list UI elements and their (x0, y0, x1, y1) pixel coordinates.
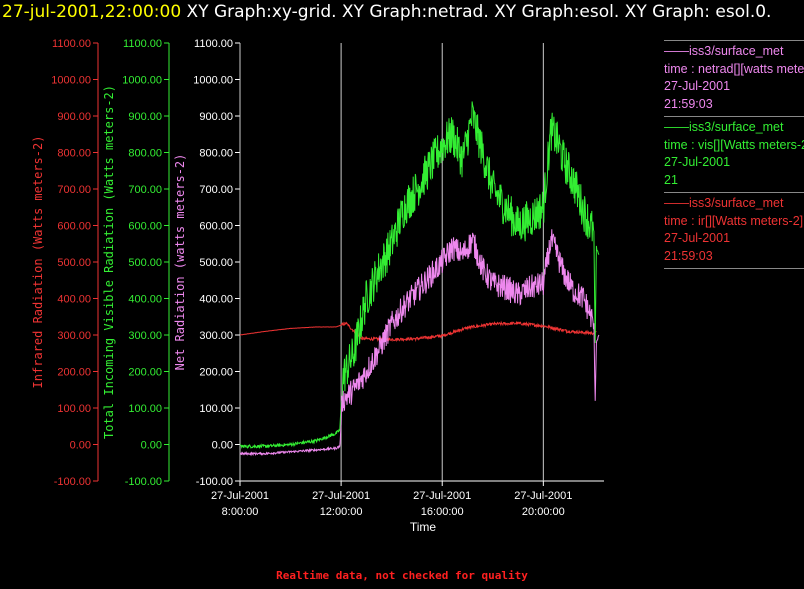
y-tick-label: 800.00 (128, 148, 162, 160)
y-tick-label: 600.00 (57, 221, 91, 233)
y-axis-label-ir: Infrared Radiation (Watts meters-2) (31, 136, 45, 389)
y-tick-label: 1000.00 (193, 75, 233, 87)
legend-line: 27-Jul-2001 (664, 155, 731, 169)
title-timestamp: 27-jul-2001,22:00:00 (2, 2, 182, 22)
y-tick-label: 300.00 (199, 330, 233, 342)
y-tick-label: -100.00 (54, 476, 91, 488)
y-tick-label: 700.00 (199, 184, 233, 196)
quality-notice: Realtime data, not checked for quality (276, 569, 528, 582)
y-tick-label: 300.00 (128, 330, 162, 342)
title-bar: 27-jul-2001,22:00:00 XY Graph:xy-grid. X… (2, 1, 802, 23)
legend-end-rule (664, 268, 804, 269)
y-tick-label: 1100.00 (194, 38, 233, 50)
y-tick-label: 500.00 (128, 257, 162, 269)
y-tick-label: 100.00 (199, 403, 233, 415)
x-tick-time: 20:00:00 (522, 506, 565, 518)
y-tick-label: 900.00 (57, 111, 91, 123)
y-tick-label: 1100.00 (123, 38, 162, 50)
legend-line: time : vis[][Watts meters-2] (664, 137, 804, 152)
x-tick-date: 27-Jul-2001 (312, 490, 370, 502)
x-tick-time: 16:00:00 (421, 506, 464, 518)
y-tick-label: 400.00 (199, 294, 233, 306)
y-tick-label: 100.00 (128, 403, 162, 415)
y-tick-label: 500.00 (199, 257, 233, 269)
series-line-vis (239, 101, 600, 449)
title-text: XY Graph:xy-grid. XY Graph:netrad. XY Gr… (186, 2, 772, 22)
x-axis-label: Time (410, 520, 437, 534)
y-tick-label: 0.00 (212, 440, 233, 452)
y-tick-label: 800.00 (199, 148, 233, 160)
y-tick-label: 900.00 (128, 111, 162, 123)
legend-line: 21:59:03 (664, 248, 713, 263)
legend-line: time : ir[][Watts meters-2] (664, 213, 804, 228)
legend-line: 27-Jul-2001 (664, 231, 731, 245)
y-tick-label: 1000.00 (51, 75, 91, 87)
y-tick-label: 700.00 (57, 184, 91, 196)
y-tick-label: 200.00 (199, 367, 233, 379)
y-tick-label: 0.00 (70, 440, 91, 452)
axes-layer: -100.00 0.00 100.00 200.00 300.00 400.00 500.0… (31, 38, 604, 534)
grid-layer (239, 43, 544, 481)
y-tick-label: 500.00 (57, 257, 91, 269)
x-tick-date: 27-Jul-2001 (413, 490, 471, 502)
y-tick-label: 200.00 (128, 367, 162, 379)
legend-line: ——iss3/surface_met (664, 120, 784, 134)
series-line-ir (240, 320, 597, 343)
x-tick-time: 8:00:00 (222, 506, 259, 518)
y-tick-label: 900.00 (199, 111, 233, 123)
y-tick-label: 300.00 (57, 330, 91, 342)
y-tick-label: 100.00 (57, 403, 91, 415)
legend-line: ——iss3/surface_met (664, 196, 784, 210)
x-tick-date: 27-Jul-2001 (514, 490, 572, 502)
y-tick-label: 600.00 (128, 221, 162, 233)
y-tick-label: 400.00 (128, 294, 162, 306)
y-tick-label: 600.00 (199, 221, 233, 233)
legend-line: 27-Jul-2001 (664, 79, 731, 93)
y-tick-label: -100.00 (125, 476, 162, 488)
x-tick-date: 27-Jul-2001 (211, 490, 269, 502)
y-tick-label: 1100.00 (52, 38, 91, 50)
y-tick-label: 200.00 (57, 367, 91, 379)
y-tick-label: 400.00 (57, 294, 91, 306)
y-axis-label-net: Net Radiation (watts meters-2) (173, 154, 187, 371)
series-layer (239, 101, 600, 457)
legend-line: 21:59:03 (664, 96, 713, 111)
y-tick-label: 0.00 (141, 440, 162, 452)
series-line-net (239, 229, 600, 457)
x-tick-time: 12:00:00 (320, 506, 363, 518)
y-tick-label: 1000.00 (122, 75, 162, 87)
y-tick-label: -100.00 (196, 476, 233, 488)
y-axis-label-vis: Total Incoming Visible Radiation (Watts … (102, 85, 116, 439)
legend-line: time : netrad[][watts meters-2] (664, 61, 804, 76)
legend-line: ——iss3/surface_met (664, 44, 784, 58)
legend-line: 21 (664, 172, 678, 187)
y-tick-label: 700.00 (128, 184, 162, 196)
y-tick-label: 800.00 (57, 148, 91, 160)
